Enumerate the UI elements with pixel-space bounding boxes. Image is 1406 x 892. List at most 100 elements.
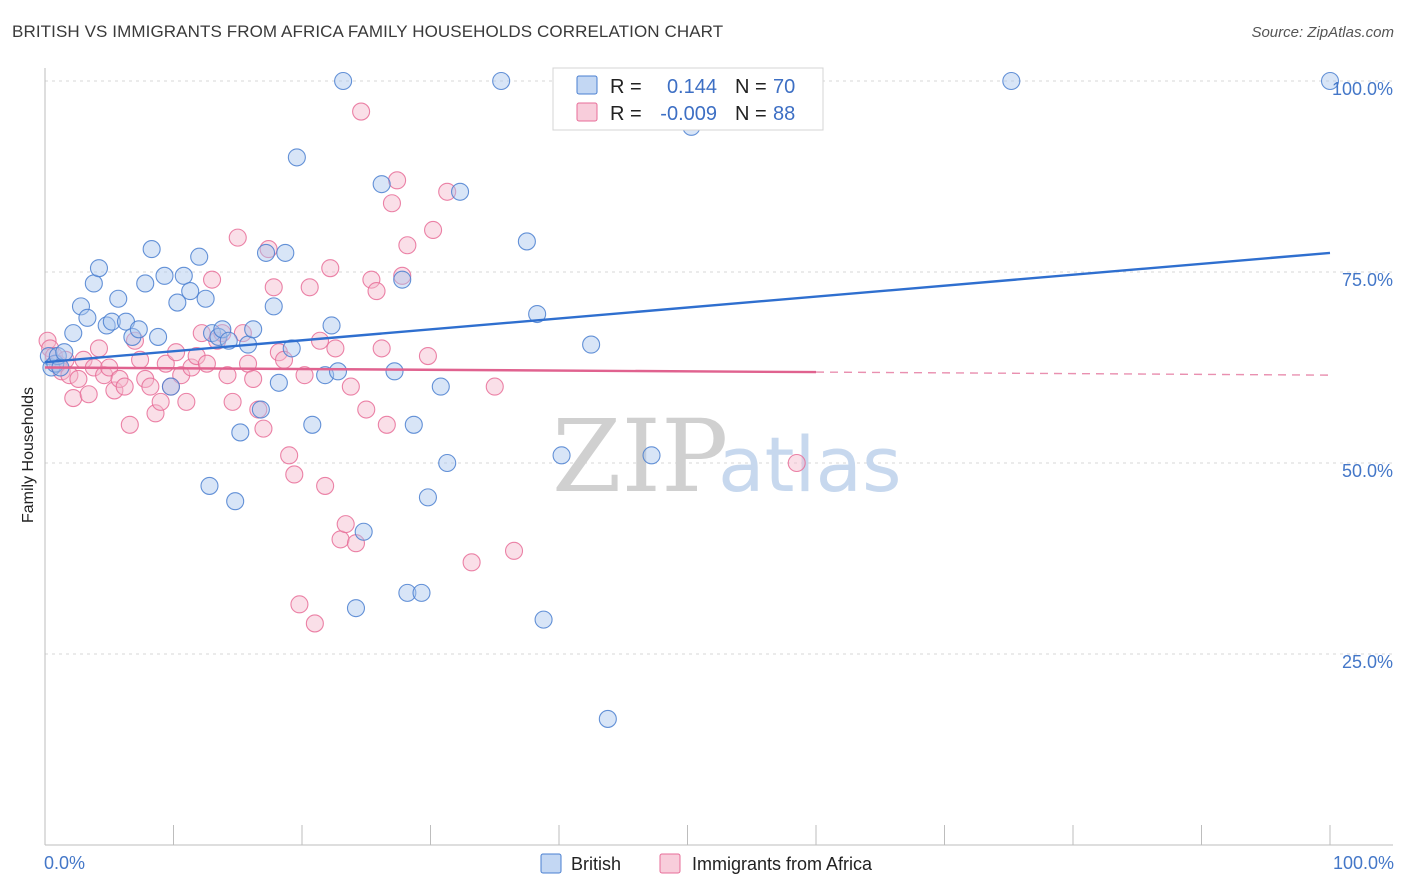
- africa-point: [223, 392, 242, 411]
- africa-point: [244, 369, 263, 389]
- africa-point: [290, 595, 309, 614]
- british-point: [149, 327, 168, 346]
- british-point: [136, 274, 155, 293]
- africa-point: [485, 377, 504, 396]
- british-point: [303, 415, 322, 434]
- africa-point: [264, 278, 283, 297]
- british-point: [328, 362, 348, 381]
- africa-point: [336, 515, 355, 534]
- british-point: [552, 446, 571, 465]
- british-point: [155, 266, 174, 285]
- british-point: [71, 297, 91, 316]
- africa-point: [120, 415, 139, 434]
- british-point: [393, 270, 412, 289]
- y-axis-label: Family Households: [20, 387, 37, 523]
- africa-point: [504, 541, 524, 560]
- africa-point: [187, 346, 206, 366]
- british-point: [642, 446, 661, 465]
- africa-point: [141, 377, 160, 396]
- africa-point: [398, 236, 417, 255]
- africa-point: [300, 278, 319, 297]
- british-point: [64, 324, 83, 343]
- british-point: [142, 240, 161, 259]
- y-tick-labels: 25.0% 50.0% 75.0% 100.0%: [1332, 79, 1393, 672]
- africa-point: [316, 476, 335, 495]
- british-point: [190, 247, 209, 266]
- africa-point: [192, 324, 211, 343]
- legend-top-n-label-2: N =: [735, 103, 767, 125]
- legend-british-label[interactable]: British: [571, 854, 621, 874]
- british-point: [1320, 71, 1340, 91]
- british-point: [200, 476, 219, 495]
- british-point: [404, 415, 423, 434]
- legend-top-british-swatch: [576, 75, 598, 95]
- british-point: [174, 266, 193, 285]
- british-point: [385, 362, 404, 381]
- legend-top-r-label-2: R =: [610, 103, 642, 125]
- british-point: [346, 599, 366, 618]
- axes: [44, 68, 1393, 846]
- british-point: [89, 259, 109, 278]
- british-point: [1002, 71, 1021, 91]
- africa-point: [382, 194, 402, 213]
- africa-point: [177, 392, 196, 411]
- africa-point: [105, 381, 124, 400]
- watermark-zip: ZIP: [552, 398, 728, 515]
- africa-point: [362, 270, 381, 289]
- x-tick-min: 0.0%: [44, 853, 85, 873]
- legend-top-box: [552, 67, 824, 131]
- trend-lines: [44, 251, 1331, 376]
- british-point: [276, 243, 295, 262]
- legend-africa-swatch[interactable]: [659, 853, 681, 874]
- y-tick-label-100: 100.0%: [1332, 79, 1393, 99]
- legend-africa-label[interactable]: Immigrants from Africa: [692, 854, 873, 874]
- british-point: [492, 71, 511, 91]
- british-point: [322, 316, 341, 335]
- africa-point: [352, 102, 371, 121]
- africa-point: [357, 400, 376, 419]
- british-point: [269, 373, 288, 392]
- legend-top-africa-swatch: [576, 102, 598, 122]
- british-point: [582, 335, 601, 354]
- x-tick-max: 100.0%: [1333, 853, 1394, 873]
- british-point: [78, 308, 97, 327]
- british-point: [181, 282, 200, 301]
- africa-point: [146, 404, 165, 423]
- british-point: [398, 583, 417, 602]
- africa-point: [321, 259, 340, 278]
- british-point: [517, 232, 536, 251]
- british-point: [123, 327, 142, 346]
- british-point: [412, 583, 431, 602]
- british-point: [231, 423, 250, 442]
- africa-point: [151, 392, 170, 411]
- africa-point: [233, 324, 252, 343]
- british-point: [251, 400, 270, 419]
- british-trend-line: [44, 251, 1331, 364]
- british-point: [129, 320, 148, 339]
- british-point: [354, 522, 373, 541]
- british-point: [334, 71, 353, 91]
- africa-point: [787, 453, 806, 473]
- africa-point: [254, 419, 273, 438]
- british-point: [264, 297, 283, 316]
- legend-top-r-value-2: -0.009: [660, 103, 717, 125]
- british-point: [256, 243, 276, 262]
- africa-trend-line: [44, 366, 817, 374]
- legend-top-n-value-2: 88: [773, 103, 795, 125]
- legend-top-r-label-1: R =: [610, 76, 642, 98]
- africa-point: [326, 339, 345, 358]
- british-point: [244, 320, 263, 339]
- africa-point: [367, 282, 386, 301]
- legend-british-swatch[interactable]: [540, 853, 562, 874]
- legend-top-n-label-1: N =: [735, 76, 767, 98]
- africa-point: [218, 366, 237, 385]
- africa-point: [393, 266, 412, 285]
- legend-top-n-value-1: 70: [773, 76, 795, 98]
- british-point: [438, 453, 457, 473]
- africa-trend-extension: [815, 371, 1331, 376]
- africa-point: [89, 339, 109, 358]
- y-tick-label-75: 75.0%: [1342, 270, 1393, 290]
- y-tick-label-50: 50.0%: [1342, 461, 1393, 481]
- africa-point: [310, 331, 330, 350]
- watermark-atlas: atlas: [718, 420, 902, 509]
